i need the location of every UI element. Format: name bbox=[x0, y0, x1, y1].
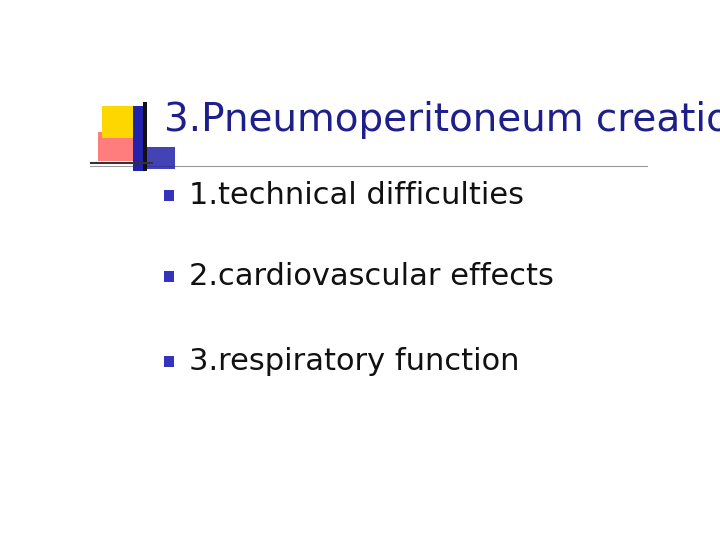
Bar bbox=[132, 106, 143, 171]
Text: 3.Pneumoperitoneum creation: 3.Pneumoperitoneum creation bbox=[163, 101, 720, 139]
Bar bbox=[102, 106, 140, 138]
Bar bbox=[98, 132, 135, 161]
Text: 2.cardiovascular effects: 2.cardiovascular effects bbox=[189, 262, 554, 291]
Bar bbox=[132, 147, 175, 168]
Text: 1.technical difficulties: 1.technical difficulties bbox=[189, 181, 524, 210]
Bar bbox=[163, 190, 174, 201]
Text: 3.respiratory function: 3.respiratory function bbox=[189, 347, 520, 376]
Bar bbox=[163, 271, 174, 282]
Bar bbox=[163, 356, 174, 367]
Bar bbox=[143, 102, 147, 171]
